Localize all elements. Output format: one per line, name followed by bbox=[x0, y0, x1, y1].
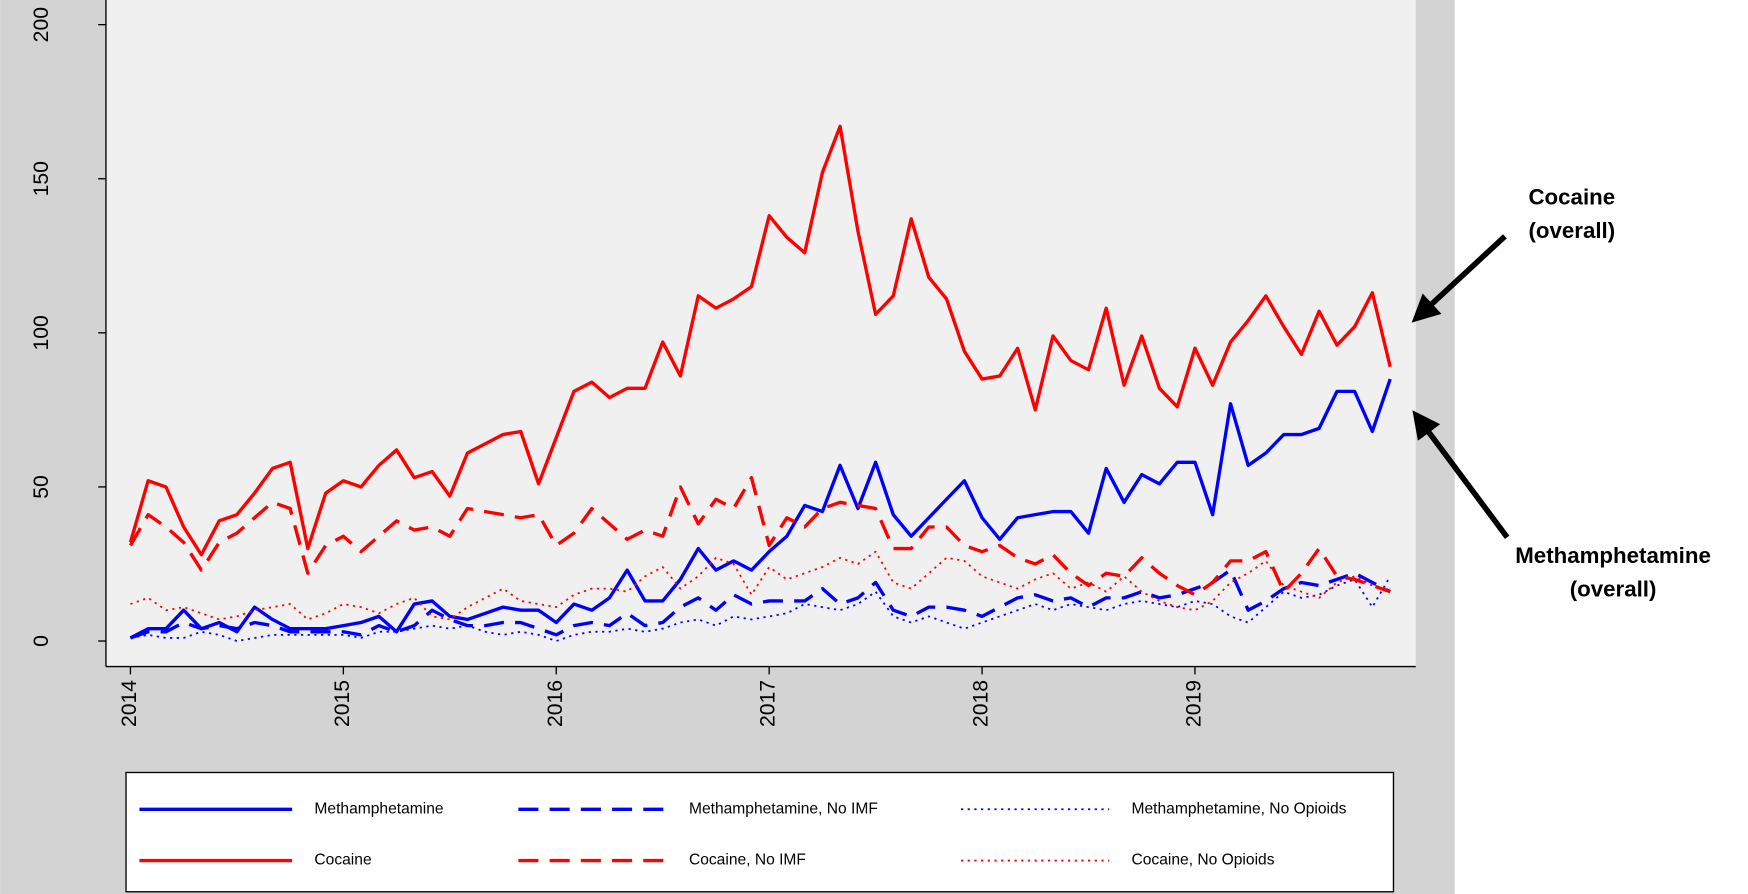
x-tick-label: 2017 bbox=[757, 680, 780, 727]
legend bbox=[125, 771, 1395, 893]
annotation: (overall) bbox=[1528, 218, 1615, 243]
legend-label: Cocaine, No Opioids bbox=[1131, 852, 1274, 869]
y-tick-label: 100 bbox=[30, 315, 53, 350]
annotation: (overall) bbox=[1570, 577, 1657, 602]
y-tick-label: 150 bbox=[30, 161, 53, 196]
x-tick-label: 2019 bbox=[1183, 680, 1206, 727]
series-line bbox=[128, 124, 1392, 557]
x-tick-label: 2014 bbox=[118, 680, 141, 727]
x-tick-label: 2015 bbox=[331, 680, 354, 727]
legend-label: Cocaine bbox=[314, 852, 371, 869]
series-line bbox=[128, 476, 1391, 597]
annotation-arrow bbox=[1411, 234, 1507, 323]
legend-label: Cocaine, No IMF bbox=[689, 852, 806, 869]
series-line bbox=[130, 550, 1391, 621]
x-tick-label: 2016 bbox=[544, 680, 567, 727]
annotation: Cocaine bbox=[1528, 184, 1615, 209]
x-tick-label: 2018 bbox=[970, 680, 993, 727]
annotation-arrow bbox=[1412, 410, 1510, 539]
annotation: Methamphetamine bbox=[1515, 543, 1711, 568]
legend-label: Methamphetamine, No Opioids bbox=[1131, 800, 1346, 817]
y-tick-label: 0 bbox=[30, 635, 53, 647]
y-tick-label: 50 bbox=[30, 475, 53, 499]
legend-label: Methamphetamine, No IMF bbox=[689, 800, 878, 817]
y-tick-label: 200 bbox=[30, 7, 53, 42]
legend-label: Methamphetamine bbox=[314, 800, 443, 817]
plot-area bbox=[105, 0, 1416, 667]
series-line bbox=[129, 378, 1392, 640]
